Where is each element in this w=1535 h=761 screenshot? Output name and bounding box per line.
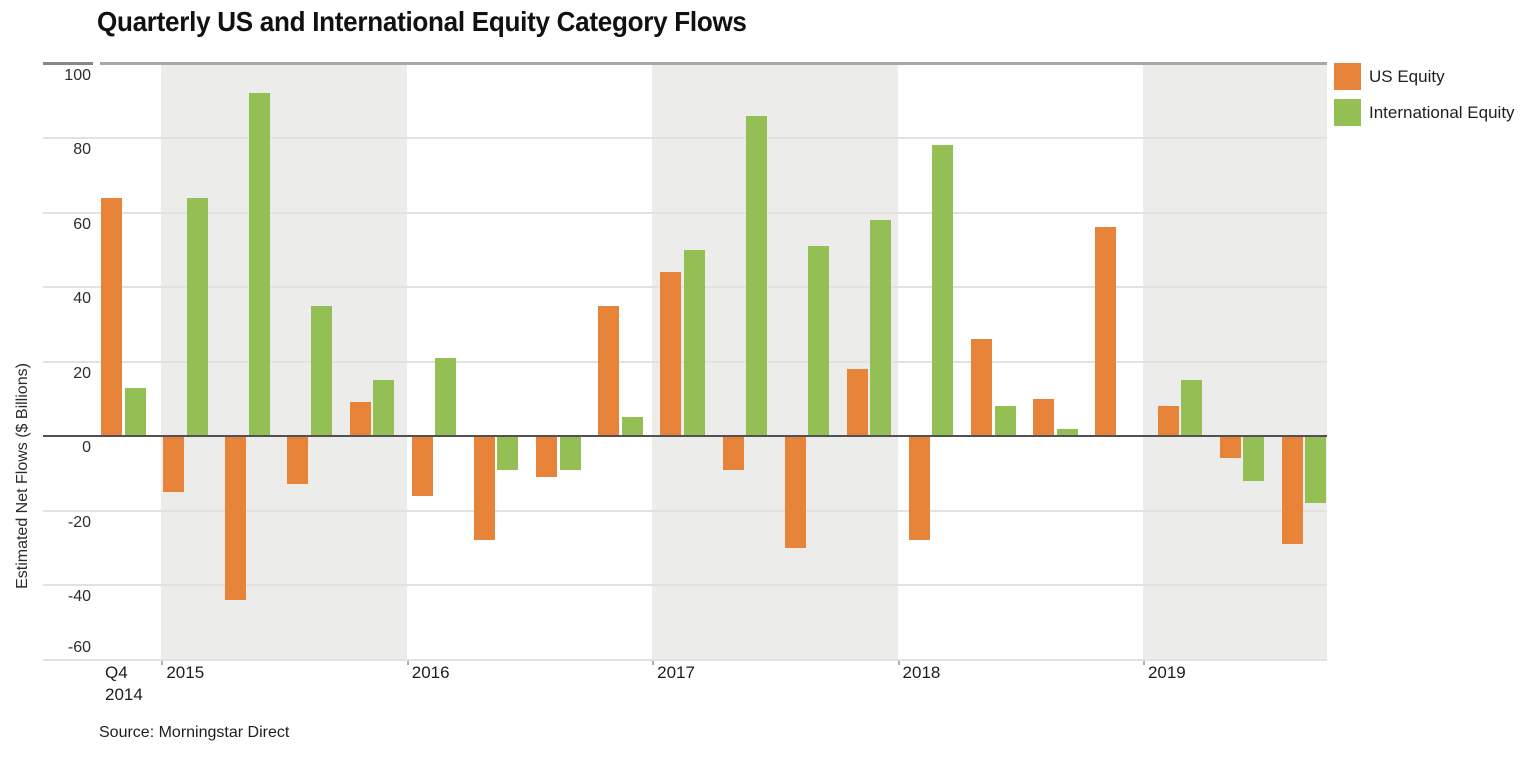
legend-label: International Equity	[1369, 102, 1515, 122]
bar-international-equity-q1-2019	[1181, 380, 1203, 436]
bar-international-equity-q4-2017	[870, 219, 892, 436]
bar-us-equity-q1-2017	[660, 272, 682, 436]
bar-us-equity-q1-2018	[908, 436, 930, 541]
y-tick-label: -60	[67, 638, 91, 656]
gridline	[43, 584, 1327, 586]
plot-top-border	[100, 62, 1327, 65]
bar-us-equity-q3-2017	[784, 436, 806, 548]
x-tick-label: 2017	[657, 663, 695, 682]
bar-us-equity-q4-2016	[598, 305, 620, 436]
x-axis-tick	[652, 660, 655, 665]
legend-item-us-equity: US Equity	[1334, 63, 1515, 90]
legend: US Equity International Equity	[1334, 63, 1515, 135]
bar-us-equity-q1-2016	[411, 436, 433, 496]
legend-item-international-equity: International Equity	[1334, 99, 1515, 126]
x-axis-tick	[897, 660, 900, 665]
gridline	[43, 211, 1327, 214]
bar-us-equity-q3-2016	[536, 436, 558, 477]
gridline	[43, 137, 1327, 139]
x-tick-label: 2016	[411, 663, 450, 682]
bar-international-equity-q4-2015	[373, 380, 395, 436]
source-note: Source: Morningstar Direct	[99, 724, 290, 741]
bar-international-equity-q2-2016	[497, 436, 519, 470]
bar-us-equity-q2-2016	[473, 436, 495, 541]
y-tick-label: 100	[64, 66, 91, 84]
x-axis-tick	[161, 660, 164, 665]
bar-international-equity-q2-2019	[1243, 436, 1265, 481]
y-tick-label: -40	[67, 588, 91, 605]
bar-us-equity-q4-2015	[349, 402, 371, 436]
x-tick-label: 2018	[902, 663, 941, 682]
zero-line	[43, 435, 1327, 437]
bar-us-equity-q3-2018	[1033, 398, 1055, 436]
y-axis-tick	[43, 62, 93, 65]
bar-us-equity-q2-2017	[722, 436, 744, 470]
bar-us-equity-q2-2015	[225, 436, 247, 600]
bar-us-equity-q1-2019	[1157, 406, 1179, 436]
y-tick-label: 20	[73, 364, 91, 382]
bar-international-equity-q1-2018	[932, 145, 954, 436]
chart-title: Quarterly US and International Equity Ca…	[97, 6, 747, 37]
y-tick-label: 0	[82, 439, 91, 456]
bar-international-equity-q2-2015	[248, 93, 270, 436]
x-axis-tick	[1142, 660, 1145, 665]
bar-international-equity-q1-2015	[186, 197, 208, 436]
us-equity-swatch	[1334, 63, 1361, 90]
bar-us-equity-q1-2015	[163, 436, 185, 492]
y-tick-label: 40	[73, 290, 91, 307]
bar-international-equity-q3-2019	[1305, 436, 1327, 504]
bar-us-equity-q2-2018	[971, 339, 993, 436]
bar-us-equity-q4-2014	[101, 197, 122, 436]
x-tick-label: 2015	[166, 663, 205, 682]
bar-us-equity-q4-2018	[1095, 227, 1117, 436]
gridline	[43, 509, 1327, 512]
bar-us-equity-q2-2019	[1219, 436, 1241, 459]
y-axis-title: Estimated Net Flows ($ Billions)	[14, 363, 31, 589]
bar-international-equity-q3-2015	[310, 305, 332, 436]
bar-us-equity-q4-2017	[846, 368, 868, 436]
bar-international-equity-q3-2016	[559, 436, 581, 470]
bar-international-equity-q4-2016	[621, 417, 643, 436]
x-axis-tick	[406, 660, 409, 665]
x-tick-label: 2019	[1147, 663, 1186, 682]
bar-international-equity-q3-2018	[1056, 428, 1078, 436]
bar-us-equity-q3-2019	[1281, 436, 1303, 545]
international-equity-swatch	[1334, 99, 1361, 126]
legend-label: US Equity	[1369, 66, 1445, 86]
y-tick-label: -20	[67, 513, 91, 531]
x-tick-label: Q4 2014	[105, 663, 143, 704]
gridline	[43, 658, 1327, 661]
bar-international-equity-q4-2014	[124, 387, 146, 436]
y-tick-label: 60	[73, 215, 91, 233]
bar-us-equity-q3-2015	[287, 436, 309, 485]
bar-international-equity-q2-2017	[746, 115, 767, 436]
y-tick-label: 80	[73, 141, 91, 158]
bar-international-equity-q1-2017	[683, 249, 705, 436]
bar-international-equity-q1-2016	[435, 357, 457, 436]
bar-international-equity-q2-2018	[994, 406, 1016, 436]
bar-international-equity-q3-2017	[808, 246, 830, 436]
